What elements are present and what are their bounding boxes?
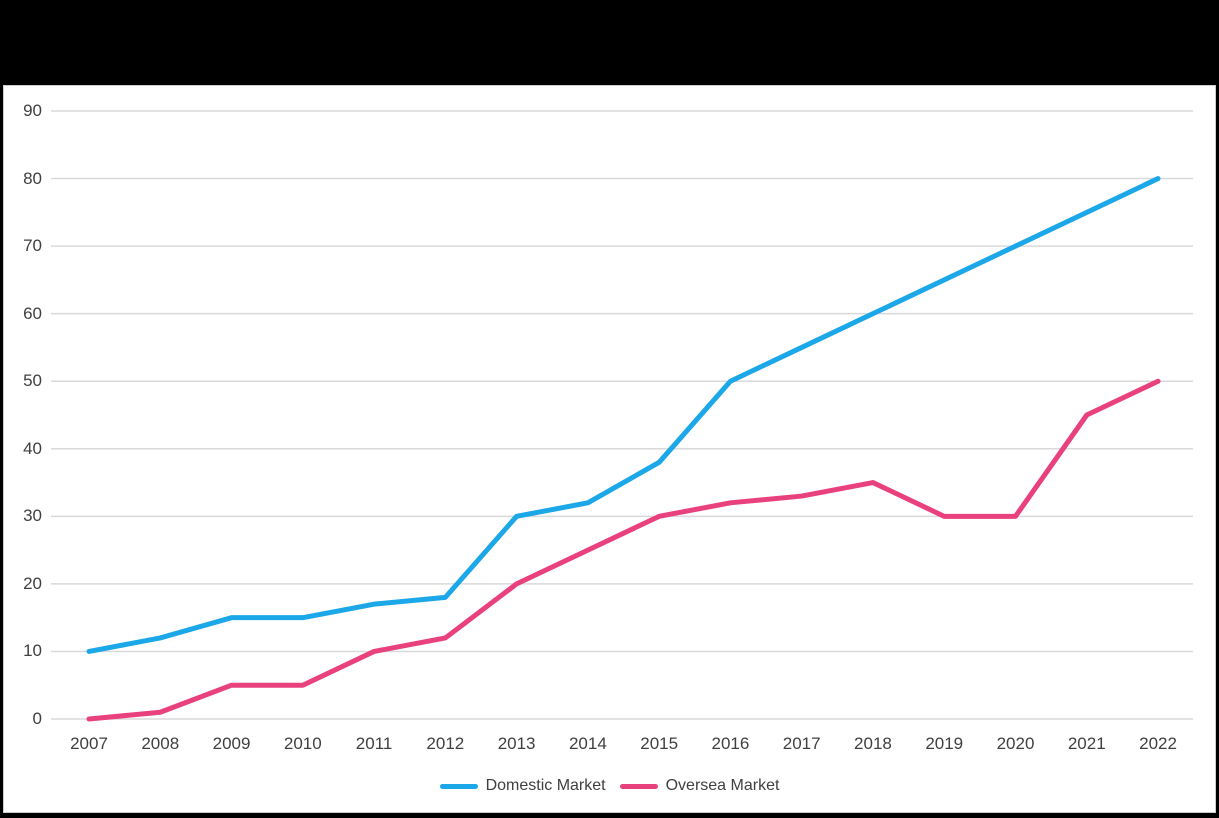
y-tick-label-30: 30 [23,506,42,526]
legend-label: Domestic Market [485,777,606,794]
x-tick-label-2011: 2011 [355,734,393,753]
y-tick-label-60: 60 [23,303,42,323]
chart-panel: 0 10 20 30 40 50 60 70 80 90 2007 2008 2009 2010 2011… [3,85,1216,813]
x-tick-label-2008: 2008 [141,734,180,753]
x-tick-label-2016: 2016 [711,734,750,753]
x-tick-label-2017: 2017 [782,734,821,753]
y-tick-label-40: 40 [23,438,42,458]
y-tick-label-10: 10 [23,641,42,661]
line-chart-plot [51,110,1193,722]
legend-item-oversea-market: Oversea Market [619,777,780,795]
x-tick-label-2019: 2019 [925,734,964,753]
oversea-market-line [86,378,1161,722]
x-tick-label-2013: 2013 [497,734,536,753]
x-tick-label-2021: 2021 [1067,734,1106,753]
x-tick-label-2018: 2018 [854,734,892,753]
y-tick-label-90: 90 [23,101,42,120]
domestic-market-line [86,176,1161,654]
x-tick-label-2014: 2014 [568,734,607,753]
chart-legend: Domestic Market Oversea Market [4,777,1215,795]
y-tick-label-80: 80 [23,168,42,188]
x-tick-label-2007: 2007 [70,734,108,753]
y-tick-label-50: 50 [23,371,42,391]
x-tick-label-2015: 2015 [640,734,679,753]
legend-label: Oversea Market [665,777,780,794]
y-tick-label-70: 70 [23,236,42,256]
y-tick-label-20: 20 [23,573,42,593]
x-tick-label-2020: 2020 [996,734,1035,753]
x-tick-label-2022: 2022 [1139,734,1177,753]
x-tick-label-2009: 2009 [212,734,251,753]
legend-item-domestic-market: Domestic Market [439,777,606,795]
legend-swatch-icon [619,783,658,789]
x-tick-label-2012: 2012 [426,734,465,753]
x-tick-label-2010: 2010 [283,734,322,753]
legend-swatch-icon [439,783,478,789]
y-tick-label-0: 0 [32,709,42,728]
